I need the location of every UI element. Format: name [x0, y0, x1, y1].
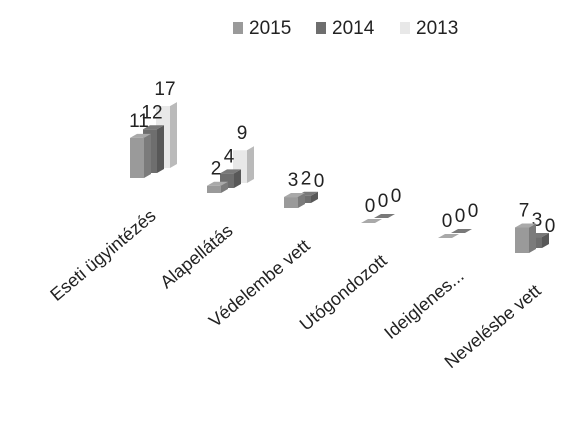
bar-top: [220, 169, 241, 174]
value-label: 0: [378, 191, 389, 212]
bar-top: [387, 209, 408, 213]
bar-side: [298, 193, 305, 208]
value-label: 0: [314, 171, 325, 192]
legend-swatch: [400, 22, 410, 34]
value-label: 0: [545, 216, 556, 237]
bar-side: [247, 146, 254, 183]
value-label: 12: [141, 102, 162, 123]
bar-front: [130, 137, 144, 178]
value-label: 11: [129, 111, 149, 132]
bar: [451, 229, 472, 233]
bar-side: [529, 223, 536, 253]
value-label: 2: [211, 159, 222, 180]
bar-front: [207, 185, 221, 193]
bar-top: [451, 229, 472, 233]
value-label: 4: [224, 146, 235, 167]
bar-top: [464, 224, 485, 228]
bar-top: [143, 125, 164, 130]
value-label: 9: [237, 123, 248, 144]
bar-top: [207, 181, 228, 186]
bar: [374, 214, 395, 218]
bar-top: [361, 219, 382, 223]
bar-side: [542, 233, 549, 248]
bar-top: [130, 133, 151, 138]
bar-side: [234, 169, 241, 188]
value-label: 0: [468, 201, 479, 222]
x-tick-label: Alapellátás: [156, 220, 236, 292]
value-label: 0: [455, 206, 466, 227]
legend-swatch: [316, 22, 326, 34]
bar: [284, 193, 305, 208]
bar-front: [515, 227, 529, 253]
legend-label: 2014: [332, 18, 375, 39]
value-label: 7: [519, 200, 530, 221]
bar-top: [156, 102, 177, 106]
bar: [515, 223, 536, 253]
legend-label: 2013: [416, 18, 458, 39]
bar: [387, 209, 408, 213]
bar-side: [170, 102, 177, 168]
value-label: 17: [154, 79, 175, 100]
bar: [464, 224, 485, 228]
x-tick-label: Ideiglenes...: [380, 265, 467, 343]
bar-top: [438, 234, 459, 238]
bar-top: [284, 193, 305, 198]
bar: [207, 181, 228, 193]
value-label: 2: [301, 169, 312, 190]
bar-front: [284, 197, 298, 208]
bar-top: [374, 214, 395, 218]
bar-top: [515, 223, 536, 228]
bar-side: [311, 191, 318, 203]
bar-side: [221, 181, 228, 193]
legend-label: 2015: [249, 18, 291, 39]
value-label: 0: [365, 196, 376, 217]
x-tick-label: Eseti ügyintézés: [46, 205, 159, 305]
value-label: 3: [288, 170, 299, 191]
bar: [361, 219, 382, 223]
bar: [438, 234, 459, 238]
value-label: 0: [391, 186, 402, 207]
bar-side: [144, 133, 151, 178]
x-tick-label: Nevelésbe vett: [441, 280, 545, 372]
x-tick-label: Utógondozott: [296, 250, 391, 334]
bar-side: [157, 125, 164, 173]
value-label: 3: [532, 210, 543, 231]
legend-swatch: [233, 22, 243, 34]
value-label: 0: [442, 211, 453, 232]
bar-top: [233, 146, 254, 151]
bar: [130, 133, 151, 178]
